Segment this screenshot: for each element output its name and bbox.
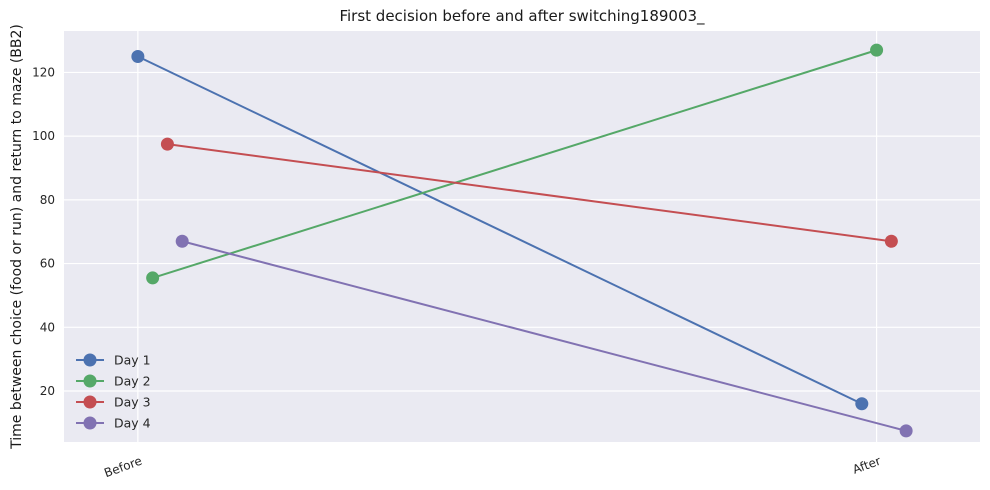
data-point <box>131 49 145 63</box>
legend-label: Day 1 <box>114 353 151 368</box>
y-tick-label: 80 <box>40 193 55 207</box>
legend-item: Day 2 <box>76 374 151 389</box>
data-point <box>855 397 869 411</box>
legend-label: Day 3 <box>114 395 151 410</box>
series-line <box>137 55 863 405</box>
y-tick-label: 40 <box>40 320 55 334</box>
y-tick-label: 20 <box>40 384 55 398</box>
series-3 <box>160 137 898 248</box>
chart-title: First decision before and after switchin… <box>339 7 705 26</box>
series-layer <box>131 43 913 438</box>
series-1 <box>131 49 869 411</box>
series-line <box>167 143 892 243</box>
legend-label: Day 4 <box>114 416 151 431</box>
data-point <box>175 234 189 248</box>
legend-marker <box>83 395 97 409</box>
legend-item: Day 1 <box>76 353 151 368</box>
legend-item: Day 4 <box>76 416 151 431</box>
y-axis: 20 40 60 80 100 120 <box>32 65 55 398</box>
legend: Day 1 Day 2 Day 3 Day 4 <box>76 353 151 431</box>
x-axis: Before After <box>102 454 882 481</box>
y-tick-label: 100 <box>32 129 55 143</box>
grid <box>64 31 980 442</box>
data-point <box>884 234 898 248</box>
y-tick-label: 60 <box>40 257 55 271</box>
legend-marker <box>83 353 97 367</box>
data-point <box>899 424 913 438</box>
data-point <box>146 271 160 285</box>
y-axis-label: Time between choice (food or run) and re… <box>9 24 25 450</box>
y-tick-label: 120 <box>32 65 55 79</box>
series-line <box>152 49 877 279</box>
legend-label: Day 2 <box>114 374 151 389</box>
legend-marker <box>83 416 97 430</box>
data-point <box>870 43 884 57</box>
legend-marker <box>83 374 97 388</box>
series-line <box>181 240 907 432</box>
x-tick-label: Before <box>102 454 144 481</box>
legend-item: Day 3 <box>76 395 151 410</box>
x-tick-label: After <box>851 454 883 477</box>
data-point <box>160 137 174 151</box>
series-2 <box>146 43 884 285</box>
series-4 <box>175 234 913 438</box>
plot-area <box>64 31 980 442</box>
